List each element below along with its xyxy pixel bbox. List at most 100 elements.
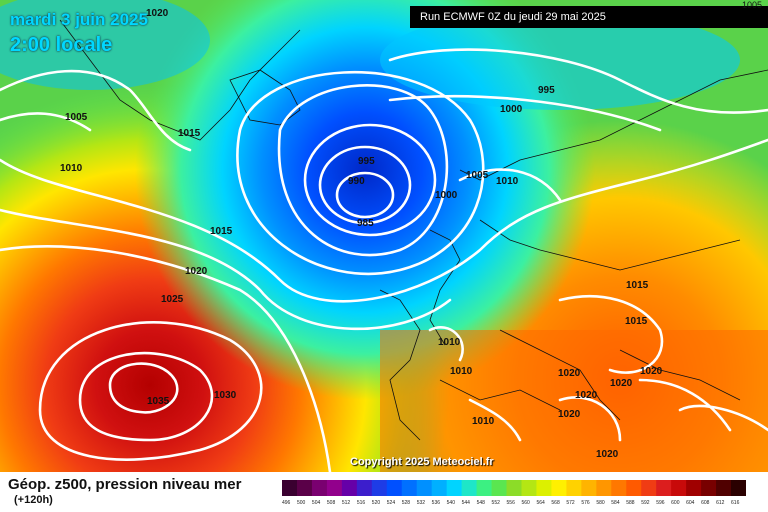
forecast-date: mardi 3 juin 2025 (10, 10, 148, 29)
scale-tick-label: 604 (686, 500, 695, 506)
isobar-label: 985 (357, 218, 374, 229)
scale-swatch (656, 480, 672, 496)
isobar-labels: 1020 1005 1010 1015 995 990 985 1000 1000 995 1005… (60, 8, 663, 460)
scale-swatch (566, 480, 582, 496)
scale-swatch (581, 480, 597, 496)
isobar-label: 1010 (60, 163, 83, 174)
legend-subtitle: (+120h) (14, 494, 53, 506)
isobar-label: 995 (358, 156, 375, 167)
scale-tick-label: 544 (461, 500, 470, 506)
scale-swatch (611, 480, 627, 496)
isobar-label: 1020 (610, 378, 633, 389)
isobar-label: 995 (538, 85, 555, 96)
scale-tick-label: 556 (506, 500, 515, 506)
scale-swatch (506, 480, 522, 496)
scale-tick-label: 612 (716, 500, 725, 506)
isobar-label: 1020 (558, 409, 581, 420)
legend-title: Géop. z500, pression niveau mer (8, 476, 242, 493)
scale-tick-label: 520 (371, 500, 381, 506)
scale-swatch (731, 480, 746, 496)
isobar-label: 1010 (472, 416, 495, 427)
forecast-map: 1020 1005 1010 1015 995 990 985 1000 1000 995 1005… (0, 0, 768, 472)
scale-swatch (356, 480, 373, 496)
isobar-label: 1000 (435, 190, 458, 201)
scale-swatch (326, 480, 343, 496)
scale-swatch (491, 480, 508, 496)
scale-tick-label: 540 (446, 500, 455, 506)
scale-tick-label: 572 (566, 500, 575, 506)
isobar-label: 1015 (625, 316, 648, 327)
isobar-label: 1000 (500, 104, 523, 115)
isobars (0, 48, 768, 472)
scale-tick-label: 524 (386, 500, 396, 506)
scale-swatch (536, 480, 552, 496)
scale-tick-label: 560 (521, 500, 530, 506)
scale-swatch (371, 480, 388, 496)
scale-swatch (641, 480, 657, 496)
scale-tick-label: 512 (341, 500, 351, 506)
isobar-label: 1020 (596, 449, 619, 460)
scale-tick-label: 608 (701, 500, 710, 506)
model-run-banner: Run ECMWF 0Z du jeudi 29 mai 2025 (410, 6, 768, 28)
isobar-label: 1025 (161, 294, 184, 305)
scale-tick-label: 584 (611, 500, 620, 506)
scale-swatch (341, 480, 358, 496)
scale-swatch (626, 480, 642, 496)
isobar-label: 1035 (147, 396, 170, 407)
scale-tick-label: 504 (311, 500, 321, 506)
isobar-label: 1015 (178, 128, 201, 139)
scale-tick-label: 508 (326, 500, 336, 506)
scale-tick-label: 580 (596, 500, 605, 506)
scale-swatch (461, 480, 478, 496)
isobar-label: 1015 (626, 280, 649, 291)
scale-swatch (596, 480, 612, 496)
scale-swatch (401, 480, 418, 496)
scale-tick-label: 592 (641, 500, 650, 506)
isobar-label: 1015 (210, 226, 233, 237)
isobar-label: 1020 (640, 366, 663, 377)
scale-tick-label: 600 (671, 500, 680, 506)
isobar-label: 1010 (450, 366, 473, 377)
scale-swatch (716, 480, 732, 496)
scale-tick-label: 564 (536, 500, 545, 506)
scale-swatch (686, 480, 702, 496)
color-scale (282, 480, 746, 496)
isobar-label: 1020 (575, 390, 598, 401)
isobar-label: 1030 (214, 390, 237, 401)
isobar-label: 1005 (466, 170, 489, 181)
scale-swatch (476, 480, 493, 496)
isobar-label: 1020 (146, 8, 169, 19)
scale-tick-label: 576 (581, 500, 590, 506)
scale-swatch (521, 480, 537, 496)
scale-tick-label: 496 (282, 500, 291, 506)
scale-swatch (551, 480, 567, 496)
isobar-label: 1020 (558, 368, 581, 379)
scale-swatch (671, 480, 687, 496)
scale-tick-label: 568 (551, 500, 560, 506)
isobar-label: 1010 (438, 337, 461, 348)
scale-tick-label: 616 (731, 500, 740, 506)
scale-tick-label: 536 (431, 500, 441, 506)
isobar-label: 1005 (65, 112, 88, 123)
scale-tick-label: 596 (656, 500, 665, 506)
scale-swatch (701, 480, 717, 496)
forecast-time: 2:00 locale (10, 34, 113, 56)
scale-tick-label: 500 (296, 500, 306, 506)
scale-swatch (416, 480, 433, 496)
scale-swatch (431, 480, 448, 496)
isobar-label: 990 (348, 176, 365, 187)
isobar-label: 1010 (496, 176, 519, 187)
scale-tick-label: 588 (626, 500, 635, 506)
scale-tick-label: 532 (416, 500, 426, 506)
scale-tick-label: 528 (401, 500, 411, 506)
scale-tick-label: 516 (356, 500, 366, 506)
scale-swatch (296, 480, 313, 496)
isobar-label: 1020 (185, 266, 208, 277)
scale-swatch (282, 480, 298, 496)
scale-swatch (386, 480, 403, 496)
scale-tick-label: 548 (476, 500, 485, 506)
scale-swatch (311, 480, 328, 496)
scale-swatch (446, 480, 463, 496)
coastlines (59, 19, 768, 441)
